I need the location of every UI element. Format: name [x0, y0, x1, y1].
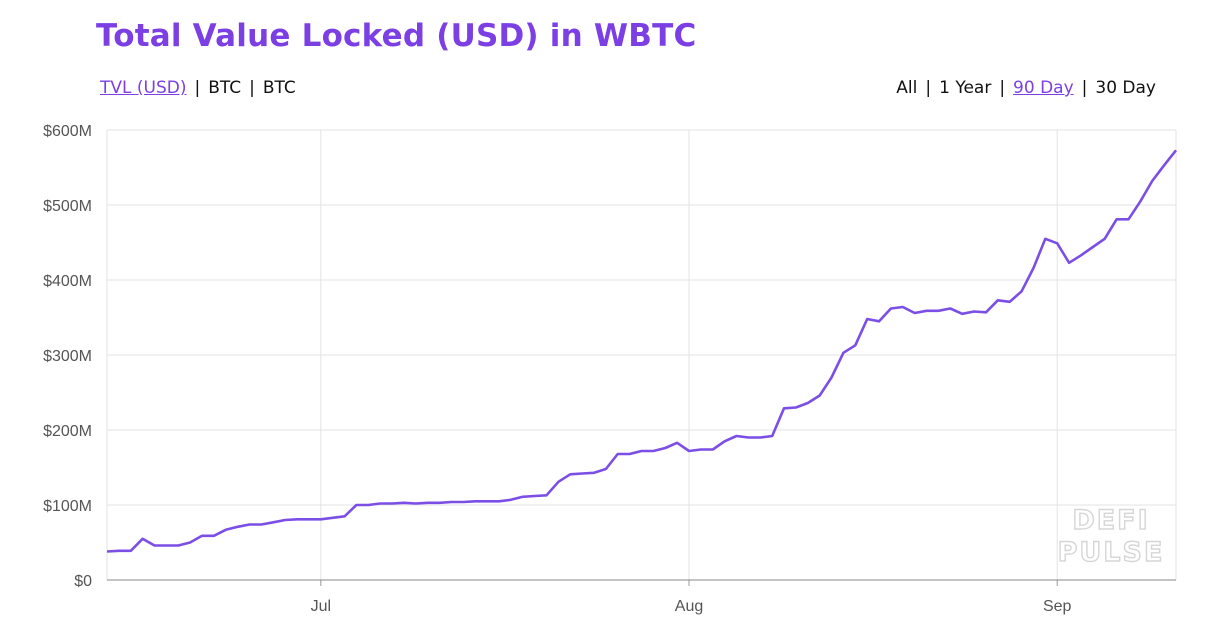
unit-toggle-group: TVL (USD) | BTC | BTC — [100, 78, 296, 98]
tab-btc[interactable]: BTC — [208, 78, 242, 98]
tab-90-day[interactable]: 90 Day — [1013, 78, 1074, 98]
y-gridlines — [107, 129, 1176, 506]
tab-1-year[interactable]: 1 Year — [939, 78, 992, 98]
watermark-line-1: DEFI — [1072, 505, 1149, 536]
range-toggle-group: All | 1 Year | 90 Day | 30 Day — [896, 78, 1156, 98]
x-tick-label: Jul — [311, 598, 331, 615]
tab-30-day[interactable]: 30 Day — [1095, 78, 1156, 98]
y-tick-label: $100M — [43, 498, 92, 515]
y-tick-label: $500M — [43, 198, 92, 215]
tab-tvl-usd[interactable]: TVL (USD) — [100, 78, 187, 98]
x-axis-ticks: Jul Aug Sep — [311, 580, 1072, 615]
separator: | — [194, 78, 201, 98]
watermark-line-2: PULSE — [1058, 537, 1165, 568]
separator: | — [1081, 78, 1088, 98]
watermark-logo: DEFI PULSE — [1057, 504, 1165, 568]
x-gridlines — [106, 130, 1177, 580]
y-tick-label: $0 — [74, 573, 92, 590]
separator: | — [999, 78, 1006, 98]
x-tick-label: Aug — [675, 598, 703, 615]
chart-title: Total Value Locked (USD) in WBTC — [96, 18, 697, 54]
tab-btc-2[interactable]: BTC — [262, 78, 296, 98]
tab-all[interactable]: All — [896, 78, 918, 98]
y-tick-label: $200M — [43, 423, 92, 440]
y-tick-label: $300M — [43, 348, 92, 365]
separator: | — [925, 78, 932, 98]
y-tick-label: $400M — [43, 273, 92, 290]
series-line[interactable] — [106, 149, 1178, 553]
separator: | — [249, 78, 255, 98]
y-tick-label: $600M — [43, 123, 92, 140]
x-tick-label: Sep — [1043, 598, 1072, 615]
y-axis-ticks: $0 $100M $200M $300M $400M $500M $600M — [43, 123, 92, 590]
